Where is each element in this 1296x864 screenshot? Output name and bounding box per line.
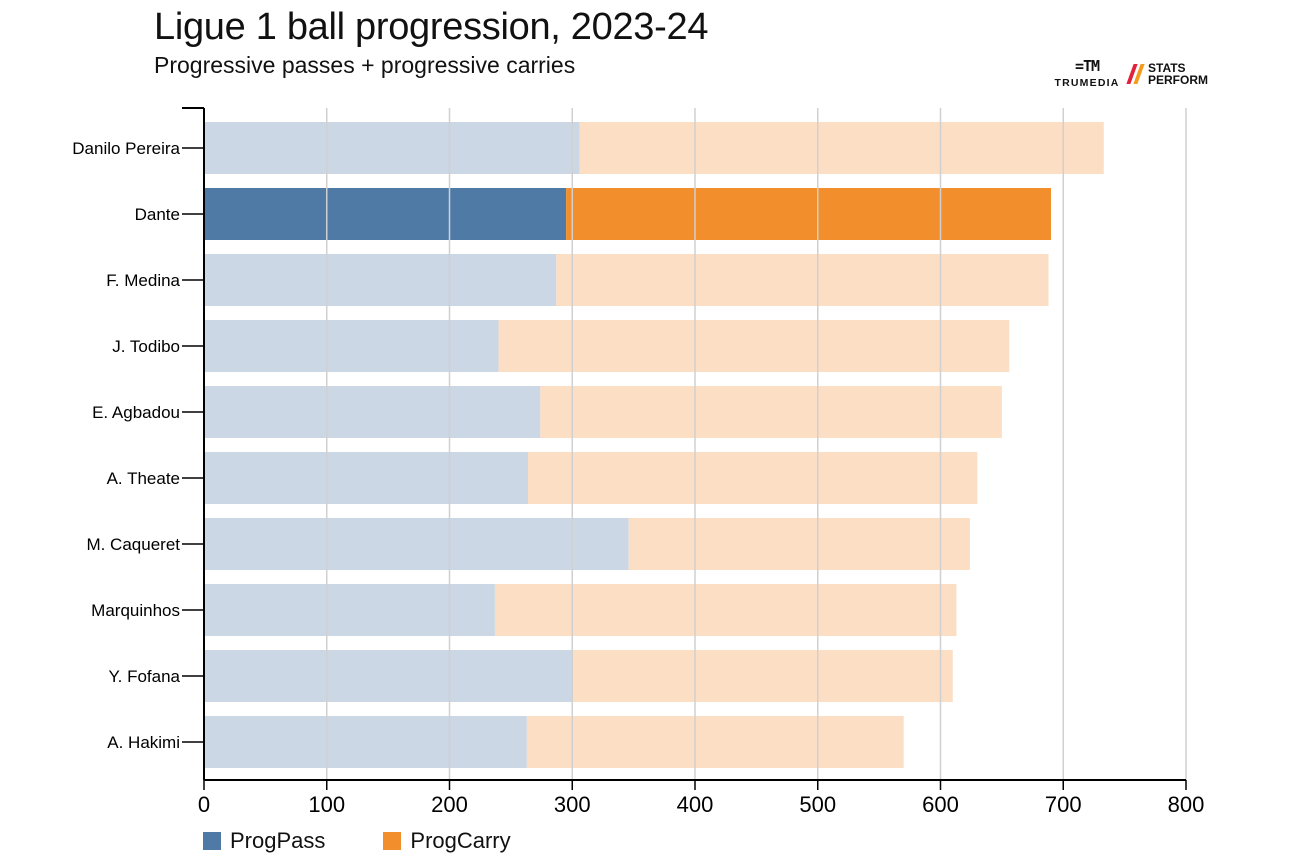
y-tick-label: A. Hakimi [107,733,180,752]
bar-progpass [204,386,541,438]
bar-progcarry [556,254,1049,306]
bar-progcarry [628,518,970,570]
y-tick-label: E. Agbadou [92,403,180,422]
chart-subtitle: Progressive passes + progressive carries [154,52,576,78]
trumedia-wordmark: TRUMEDIA [1054,77,1120,89]
chart-title: Ligue 1 ball progression, 2023-24 [154,6,709,48]
x-tick-label: 200 [431,792,468,817]
stats-wordmark-line1: STATS [1148,61,1186,75]
stats-perform-logo: STATS PERFORM [1126,61,1208,87]
x-tick-label: 600 [922,792,959,817]
y-tick-label: Marquinhos [91,601,180,620]
legend-swatch-progcarry [383,832,402,850]
chart-legend: ProgPass ProgCarry [203,828,569,854]
bar-progcarry [579,122,1104,174]
y-tick-label: A. Theate [107,469,180,488]
bar-progpass [204,650,573,702]
legend-swatch-progpass [203,832,221,850]
legend-item-progpass: ProgPass [203,828,325,854]
bar-progpass [204,122,580,174]
bar-progpass [204,518,629,570]
legend-label-progpass: ProgPass [230,828,326,853]
x-tick-label: 800 [1168,792,1205,817]
y-tick-label: F. Medina [106,271,180,290]
bar-progpass [204,584,495,636]
x-tick-label: 300 [554,792,591,817]
y-tick-label: Dante [135,205,180,224]
bar-progcarry [528,452,978,504]
x-tick-label: 400 [677,792,714,817]
y-tick-label: Danilo Pereira [72,139,180,158]
legend-item-progcarry: ProgCarry [383,828,511,854]
bar-progcarry [526,716,904,768]
bar-progpass [204,452,529,504]
bar-progcarry [498,320,1010,372]
bar-progcarry [572,650,953,702]
bar-progpass [204,716,527,768]
trumedia-logo: =TM TRUMEDIA [1052,58,1122,89]
bar-progcarry [494,584,957,636]
bar-progpass [204,320,499,372]
stats-wordmark-line2: PERFORM [1148,73,1208,87]
bar-progpass [204,188,567,240]
y-tick-label: Y. Fofana [108,667,180,686]
legend-label-progcarry: ProgCarry [410,828,511,853]
trumedia-mark-icon: =TM [1074,57,1100,75]
bar-progpass [204,254,557,306]
x-tick-label: 700 [1045,792,1082,817]
y-tick-label: J. Todibo [112,337,180,356]
bar-progcarry [540,386,1002,438]
bar-progcarry [566,188,1051,240]
x-tick-label: 0 [198,792,210,817]
y-tick-label: M. Caqueret [86,535,180,554]
x-tick-label: 100 [308,792,345,817]
x-tick-label: 500 [799,792,836,817]
